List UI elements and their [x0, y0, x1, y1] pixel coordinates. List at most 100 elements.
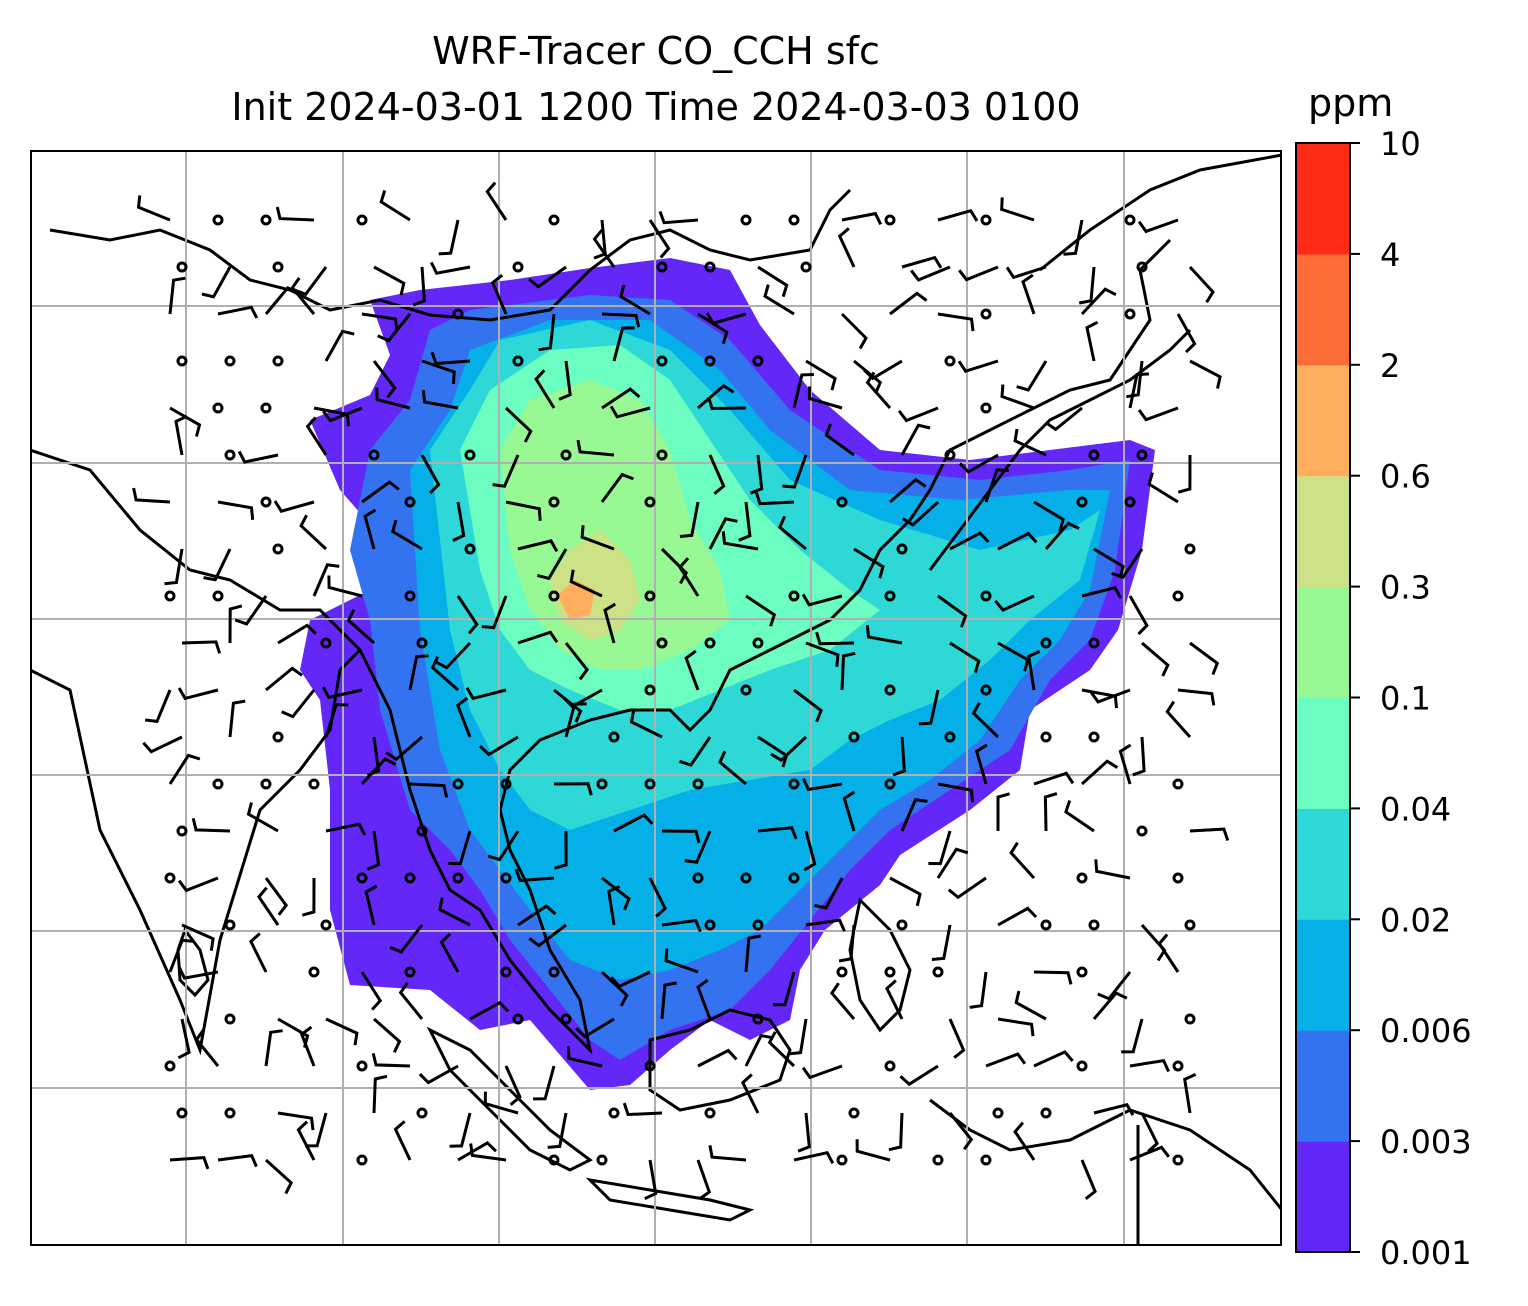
wind-barb	[899, 1064, 939, 1087]
calm-wind-circle	[884, 966, 896, 978]
wind-barb	[853, 359, 883, 395]
wind-barb	[547, 1112, 568, 1149]
wind-barb	[744, 1033, 774, 1067]
calm-wind-circle	[740, 872, 752, 884]
wind-barb	[177, 1018, 191, 1060]
wind-barb	[679, 501, 700, 538]
wind-barb	[393, 1120, 412, 1161]
wind-barb	[807, 386, 843, 410]
wind-barb	[580, 525, 615, 551]
calm-wind-circle	[704, 1107, 716, 1119]
wind-barb	[782, 454, 808, 489]
wind-barb	[793, 1150, 835, 1165]
calm-wind-circle	[308, 778, 320, 790]
wind-barb	[191, 817, 231, 833]
wind-barb	[1016, 360, 1048, 392]
wind-barb	[601, 387, 641, 410]
wind-barb	[1009, 841, 1036, 880]
wind-barb	[997, 906, 1038, 927]
calm-wind-circle	[224, 449, 236, 461]
wind-barb	[553, 782, 593, 796]
coastline-china-east	[828, 238, 1172, 622]
wind-barb	[721, 531, 759, 551]
calm-wind-circle	[836, 966, 848, 978]
wind-barb	[996, 792, 1010, 831]
wind-barb	[277, 1111, 315, 1131]
wind-barb	[312, 563, 340, 597]
wind-barb	[1094, 859, 1131, 880]
wind-barb	[994, 594, 1035, 612]
wind-barb	[805, 641, 840, 667]
wind-barb	[1085, 320, 1099, 362]
calm-wind-circle	[884, 214, 896, 226]
wind-barb	[658, 210, 699, 225]
calm-wind-circle	[644, 684, 656, 696]
calm-wind-circle	[320, 637, 332, 649]
wind-barb	[928, 830, 952, 866]
wind-barb	[1081, 585, 1123, 599]
colorbar-frame	[1295, 142, 1351, 1253]
wind-barb	[373, 1017, 402, 1053]
calm-wind-circle	[740, 684, 752, 696]
wind-barb	[918, 689, 940, 726]
wind-barb	[379, 189, 411, 222]
calm-wind-circle	[212, 778, 224, 790]
wind-barb	[457, 1141, 498, 1162]
calm-wind-circle	[224, 1013, 236, 1025]
wind-barb	[708, 454, 726, 495]
wind-barb	[1044, 521, 1080, 550]
calm-wind-circle	[644, 590, 656, 602]
calm-wind-circle	[1076, 966, 1088, 978]
calm-wind-circle	[416, 825, 428, 837]
wind-barb	[937, 782, 974, 803]
calm-wind-circle	[788, 872, 800, 884]
wind-barb	[325, 822, 367, 836]
wind-barb	[837, 227, 856, 268]
wind-barb	[708, 1145, 747, 1162]
wind-barb	[389, 924, 424, 954]
wind-barb	[299, 1025, 316, 1067]
wind-barb	[409, 782, 449, 798]
calm-wind-circle	[404, 966, 416, 978]
calm-wind-circle	[704, 261, 716, 273]
wind-barb	[937, 594, 968, 628]
wind-barb	[203, 548, 232, 582]
wind-barb	[481, 595, 508, 630]
wind-barb	[533, 1065, 556, 1101]
colorbar-swatch	[1296, 475, 1350, 588]
wind-barb	[772, 971, 796, 1007]
wind-barb	[901, 500, 940, 527]
wind-barb	[969, 971, 988, 1009]
wind-barb	[697, 383, 735, 410]
wind-barb	[174, 414, 188, 456]
wind-barb	[483, 1091, 519, 1115]
coastline-sulawesi-newguinea	[929, 1098, 1282, 1211]
wind-barb	[948, 1112, 974, 1151]
wind-barb	[678, 557, 700, 597]
wind-barb	[763, 284, 795, 316]
calm-wind-circle	[212, 214, 224, 226]
calm-wind-circle	[548, 966, 560, 978]
coastline-sumatra	[426, 1026, 593, 1172]
wind-barb	[757, 265, 789, 298]
colorbar-unit-label: ppm	[1308, 81, 1394, 125]
calm-wind-circle	[272, 731, 284, 743]
wind-barb	[696, 978, 712, 1020]
wind-barb	[366, 830, 381, 871]
calm-wind-circle	[656, 261, 668, 273]
wind-barb	[164, 548, 184, 586]
wind-barb	[181, 640, 222, 654]
wind-barb	[299, 514, 328, 551]
coastline-java	[585, 1177, 755, 1222]
colorbar-ticks: 0.001 0.003 0.006 0.02 0.04 0.1 0.3 0.6 2 4 10	[1350, 125, 1472, 1272]
coastline-south-asia	[30, 448, 363, 1056]
wind-barb	[1183, 1073, 1197, 1114]
wind-barb	[888, 1112, 904, 1152]
calm-wind-circle	[320, 919, 332, 931]
calm-wind-circle	[452, 872, 464, 884]
wind-barb	[985, 1052, 1027, 1068]
wind-barb	[360, 971, 383, 1011]
wind-barb	[949, 641, 981, 674]
wind-barb	[517, 630, 559, 645]
wind-barb	[1129, 1058, 1170, 1073]
